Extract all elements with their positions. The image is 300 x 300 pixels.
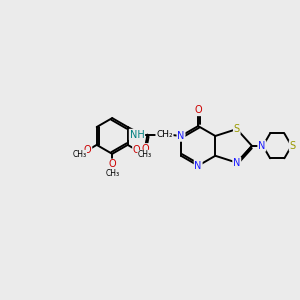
Text: N: N: [258, 141, 266, 151]
Text: S: S: [290, 141, 296, 151]
Text: N: N: [233, 158, 241, 168]
Text: O: O: [141, 144, 149, 154]
Text: CH₂: CH₂: [156, 130, 173, 139]
Text: NH: NH: [130, 130, 144, 140]
Text: O: O: [84, 145, 92, 155]
Text: O: O: [133, 145, 141, 155]
Text: N: N: [194, 161, 202, 171]
Text: O: O: [108, 159, 116, 169]
Text: S: S: [234, 124, 240, 134]
Text: CH₃: CH₃: [105, 169, 119, 178]
Text: CH₃: CH₃: [138, 151, 152, 160]
Text: O: O: [194, 105, 202, 116]
Text: N: N: [177, 131, 185, 141]
Text: CH₃: CH₃: [72, 151, 86, 160]
